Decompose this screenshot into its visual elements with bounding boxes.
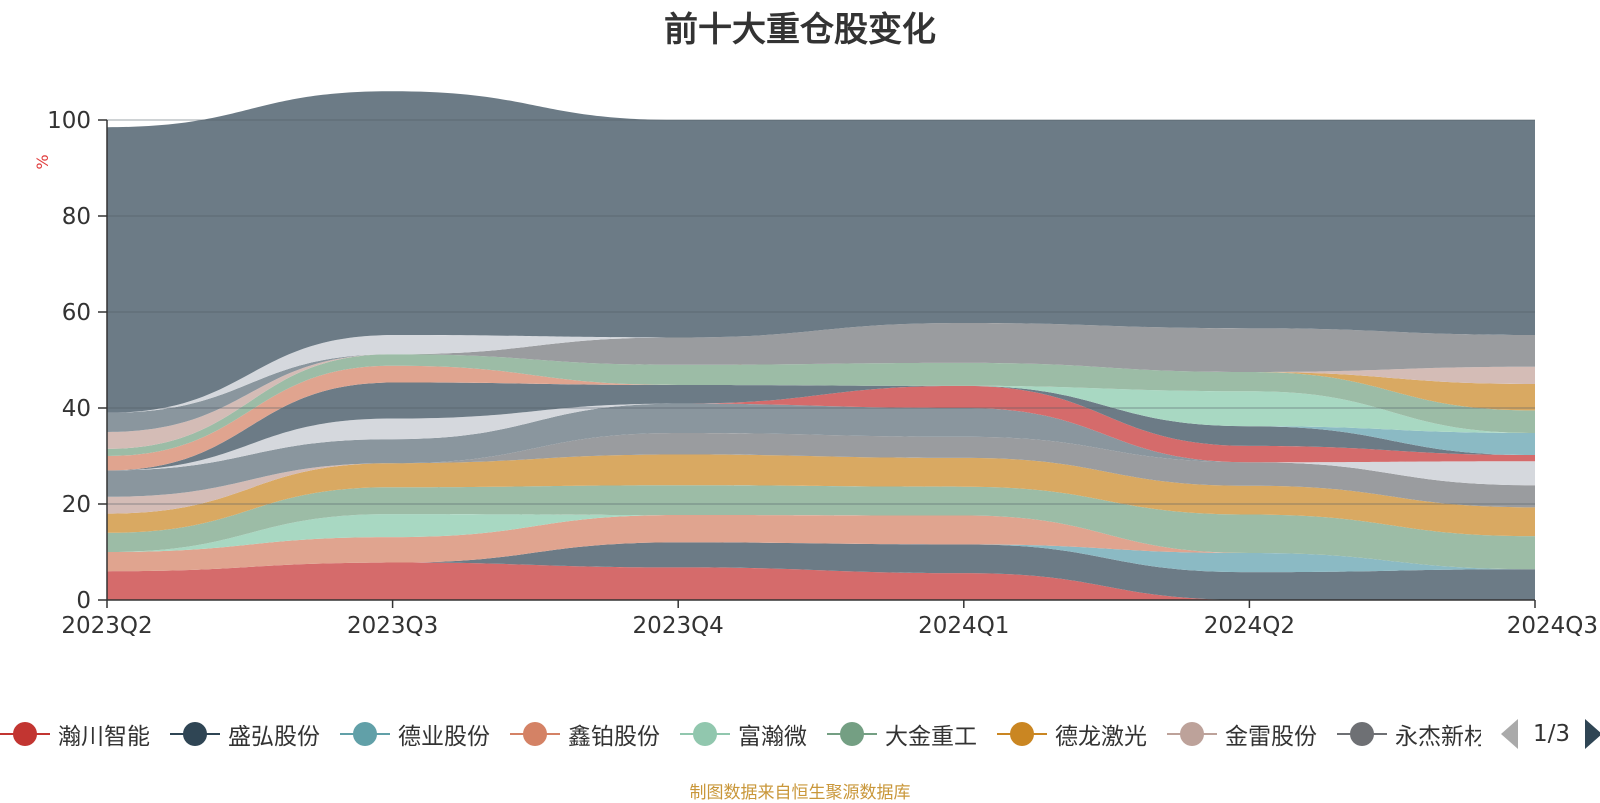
area-瀚川智能[interactable] [107, 562, 1535, 600]
legend-label: 鑫铂股份 [568, 724, 660, 750]
area-中控技术[interactable] [107, 365, 1535, 456]
legend-label: 金雷股份 [1225, 724, 1317, 750]
legend-item-德业股份[interactable]: 德业股份 [340, 716, 490, 752]
x-tick-label-2023Q4: 2023Q4 [633, 613, 724, 639]
area-layers [107, 91, 1535, 600]
area-德龙激光[interactable] [107, 454, 1535, 537]
legend-marker-icon [0, 716, 50, 752]
y-tick-label-100: 100 [47, 108, 91, 134]
legend-marker-icon [680, 716, 730, 752]
legend-next-page-icon[interactable] [1585, 719, 1600, 749]
area-德业股份[interactable] [107, 542, 1535, 573]
legend-marker-icon [340, 716, 390, 752]
legend-item-盛弘股份[interactable]: 盛弘股份 [170, 716, 320, 752]
area-华明装备[interactable] [107, 385, 1535, 471]
source-note: 制图数据来自恒生聚源数据库 [689, 783, 911, 803]
x-tick-label-2023Q3: 2023Q3 [347, 613, 438, 639]
legend-item-金雷股份[interactable]: 金雷股份 [1167, 716, 1317, 752]
y-tick-label-20: 20 [62, 492, 91, 518]
x-tick-label-2023Q2: 2023Q2 [61, 613, 152, 639]
legend-item-鑫铂股份[interactable]: 鑫铂股份 [510, 716, 660, 752]
y-tick-label-60: 60 [62, 300, 91, 326]
legend-viewport: 瀚川智能 盛弘股份 德业股份 鑫铂股份 富瀚微 大金重工 德龙激光 金雷股份 永杰新材 [0, 716, 1481, 752]
area-思源电气[interactable] [107, 382, 1535, 471]
y-tick-label-0: 0 [76, 588, 91, 614]
legend-pager: 1/3 [1501, 716, 1600, 752]
legend-label: 德龙激光 [1055, 724, 1147, 750]
chart-svg: 0 20 40 60 80 100 2023Q2 2023Q3 2023Q4 2024Q1 2024… [33, 91, 1598, 639]
legend-label: 盛弘股份 [228, 724, 320, 750]
legend-label: 德业股份 [398, 724, 490, 750]
y-axis-label: % [33, 154, 52, 169]
legend-marker-icon [1337, 716, 1387, 752]
x-tick-label-2024Q1: 2024Q1 [918, 613, 1009, 639]
legend-marker-icon [827, 716, 877, 752]
legend-page-indicator: 1/3 [1533, 721, 1571, 747]
area-大金重工[interactable] [107, 485, 1535, 570]
area-盛弘股份[interactable] [107, 542, 1535, 600]
legend-prev-page-icon[interactable] [1501, 719, 1518, 749]
area-鑫铂股份[interactable] [107, 515, 1535, 572]
legend-marker-icon [170, 716, 220, 752]
chart-title: 前十大重仓股变化 [664, 10, 936, 50]
legend-label: 富瀚微 [738, 724, 807, 750]
legend-label: 瀚川智能 [58, 724, 150, 750]
area-永杰新材[interactable] [107, 432, 1535, 508]
legend-marker-icon [1167, 716, 1217, 752]
legend: 瀚川智能 盛弘股份 德业股份 鑫铂股份 富瀚微 大金重工 德龙激光 金雷股份 永杰新材 1/3 [0, 716, 1600, 752]
legend-item-德龙激光[interactable]: 德龙激光 [997, 716, 1147, 752]
x-tick-label-2024Q3: 2024Q3 [1507, 613, 1598, 639]
axes: 0 20 40 60 80 100 2023Q2 2023Q3 2023Q4 2024Q1 2024… [47, 108, 1598, 639]
area-宁德时代[interactable] [107, 323, 1535, 432]
legend-marker-icon [510, 716, 560, 752]
area-汇川技术[interactable] [107, 403, 1535, 486]
legend-marker-icon [997, 716, 1047, 752]
area-天合光能[interactable] [107, 323, 1535, 413]
legend-item-瀚川智能[interactable]: 瀚川智能 [0, 716, 150, 752]
legend-label: 永杰新材 [1395, 724, 1481, 750]
legend-item-永杰新材[interactable]: 永杰新材 [1337, 716, 1481, 752]
y-tick-label-80: 80 [62, 204, 91, 230]
area-其他[interactable] [107, 91, 1535, 413]
y-tick-label-40: 40 [62, 396, 91, 422]
legend-item-大金重工[interactable]: 大金重工 [827, 716, 977, 752]
legend-label: 大金重工 [885, 724, 977, 750]
x-tick-label-2024Q2: 2024Q2 [1204, 613, 1295, 639]
area-富瀚微[interactable] [107, 514, 1535, 570]
area-三一重能[interactable] [107, 354, 1535, 456]
legend-items: 瀚川智能 盛弘股份 德业股份 鑫铂股份 富瀚微 大金重工 德龙激光 金雷股份 永杰新材 [0, 716, 1481, 752]
grid-lines [107, 119, 1535, 505]
legend-item-富瀚微[interactable]: 富瀚微 [680, 716, 807, 752]
area-星源材质[interactable] [107, 403, 1535, 497]
